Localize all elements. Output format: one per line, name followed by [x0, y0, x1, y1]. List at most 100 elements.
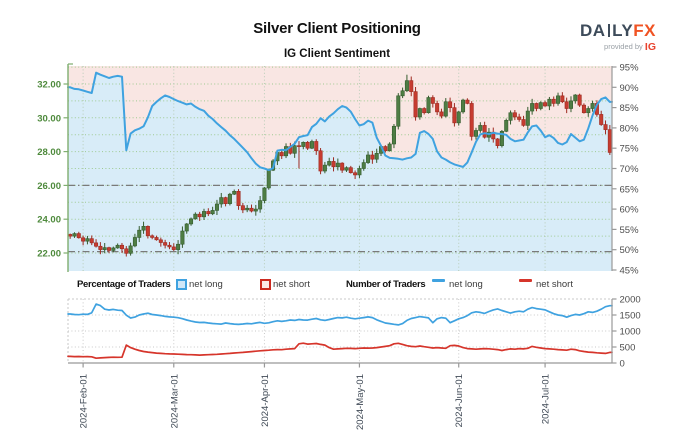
- price-candle: [202, 211, 207, 218]
- price-candle: [111, 247, 116, 251]
- price-candle: [327, 161, 332, 166]
- price-candle: [176, 243, 181, 250]
- price-candle: [499, 131, 504, 146]
- price-candle: [240, 205, 245, 211]
- price-candle: [85, 238, 90, 242]
- axis-tick-label: 45%: [620, 266, 640, 277]
- price-candle: [145, 225, 150, 237]
- price-candle: [348, 167, 353, 174]
- price-candle: [158, 239, 163, 243]
- price-candle: [124, 248, 129, 254]
- price-candle: [461, 99, 466, 113]
- price-candle: [568, 100, 573, 109]
- axis-tick-label: 28.00: [37, 147, 61, 158]
- price-candle: [538, 102, 543, 109]
- axis-tick-label: 0: [620, 359, 625, 370]
- price-candle: [245, 207, 250, 211]
- price-candle: [430, 97, 435, 104]
- page-title: Silver Client Positioning: [253, 20, 421, 37]
- price-candle: [435, 103, 440, 113]
- price-candle: [81, 237, 86, 242]
- logo-separator: [607, 24, 611, 37]
- axis-tick-label: 50%: [620, 245, 640, 256]
- axis-tick-label: 2024-Apr-01: [260, 374, 271, 427]
- legend-number-of-traders-label: Number of Traders: [346, 279, 426, 290]
- price-candle: [383, 146, 388, 152]
- price-candle: [89, 238, 94, 244]
- axis-tick-label: 60%: [620, 205, 640, 216]
- price-candle: [167, 244, 172, 248]
- price-candle: [452, 107, 457, 124]
- price-candle: [422, 108, 427, 114]
- price-candle: [335, 162, 340, 168]
- legend-net-long-line-icon: [432, 279, 445, 282]
- legend-percentage-of-traders-label: Percentage of Traders: [77, 279, 171, 290]
- price-candle: [219, 197, 224, 205]
- price-candle: [465, 99, 470, 104]
- price-candle: [448, 101, 453, 108]
- chart-subtitle: IG Client Sentiment: [283, 48, 391, 60]
- axis-tick-label: 26.00: [37, 181, 61, 192]
- axis-tick-label: 24.00: [37, 215, 61, 226]
- price-candle: [137, 229, 142, 238]
- legend-net-long-label: net long: [189, 279, 223, 290]
- price-candle: [236, 191, 241, 206]
- price-candle: [456, 111, 461, 124]
- price-candle: [314, 141, 319, 152]
- price-candle: [197, 213, 202, 218]
- price-candle: [473, 130, 478, 137]
- price-candle: [439, 111, 444, 117]
- price-candle: [279, 152, 284, 157]
- price-candle: [132, 237, 137, 247]
- price-candle: [586, 108, 591, 114]
- price-candle: [478, 125, 483, 131]
- dailyfx-logo-wordmark: DA LYFX: [580, 21, 656, 40]
- price-candle: [115, 244, 120, 249]
- axis-tick-label: 55%: [620, 225, 640, 236]
- legend-net-short-count-label: net short: [536, 279, 573, 290]
- axis-tick-label: 90%: [620, 83, 640, 94]
- dailyfx-logo: DA LYFX provided by IG: [580, 22, 656, 53]
- price-candle: [331, 161, 336, 168]
- price-candle: [551, 98, 556, 104]
- provided-by-ig: provided by IG: [604, 41, 656, 53]
- price-candle: [301, 142, 306, 147]
- price-candle: [163, 242, 168, 246]
- price-candle: [76, 233, 81, 239]
- price-candle: [603, 124, 608, 130]
- price-candle: [508, 112, 513, 121]
- axis-tick-label: 2024-May-01: [355, 374, 366, 430]
- price-candle: [573, 94, 578, 102]
- price-candle: [417, 108, 422, 118]
- price-candle: [599, 114, 604, 125]
- price-candle: [525, 110, 530, 126]
- price-candle: [107, 247, 112, 251]
- price-candle: [94, 242, 99, 247]
- price-candle: [102, 247, 107, 250]
- axis-tick-label: 22.00: [37, 249, 61, 260]
- price-candle: [193, 213, 198, 220]
- axis-tick-label: 1500: [620, 311, 641, 322]
- legend-net-short-label: net short: [273, 279, 310, 290]
- price-candle: [232, 191, 237, 195]
- price-candle: [258, 200, 263, 210]
- price-candle: [512, 112, 517, 118]
- price-candle: [370, 154, 375, 160]
- price-candle: [305, 142, 310, 149]
- price-candle: [366, 154, 371, 163]
- legend-net-short-line-icon: [519, 279, 532, 282]
- axis-tick-label: 2024-Mar-01: [169, 374, 180, 428]
- price-candle: [482, 125, 487, 138]
- legend-net-long-square-icon: [176, 279, 187, 290]
- price-candle: [223, 197, 228, 204]
- axis-tick-label: 2024-Jun-01: [454, 374, 465, 427]
- price-candle: [607, 129, 612, 153]
- price-candle: [391, 125, 396, 145]
- price-candle: [590, 103, 595, 109]
- price-candle: [396, 95, 401, 127]
- axis-tick-label: 32.00: [37, 80, 61, 91]
- ig-logo: IG: [644, 41, 656, 53]
- price-candle: [344, 167, 349, 171]
- price-candle: [361, 162, 366, 169]
